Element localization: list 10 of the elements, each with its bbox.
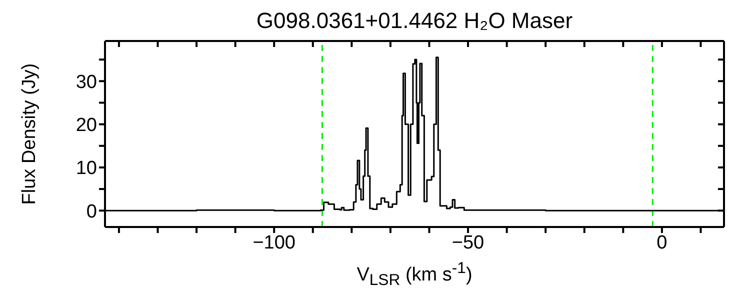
chart-title: G098.0361+01.4462 H₂O Maser <box>255 8 574 34</box>
y-tick-label: 20 <box>76 115 97 136</box>
x-axis-title: V$_{LSR}$ (km s$^{-1}$) <box>356 260 474 290</box>
y-tick-label: 0 <box>86 201 97 222</box>
x-tick-label: 0 <box>656 232 668 254</box>
y-tick-label: 30 <box>76 72 97 93</box>
y-axis-title: Flux Density (Jy) <box>19 63 41 205</box>
x-tick-label: −100 <box>252 232 296 254</box>
x-tick-label: −50 <box>452 232 484 254</box>
y-tick-label: 10 <box>76 158 97 180</box>
